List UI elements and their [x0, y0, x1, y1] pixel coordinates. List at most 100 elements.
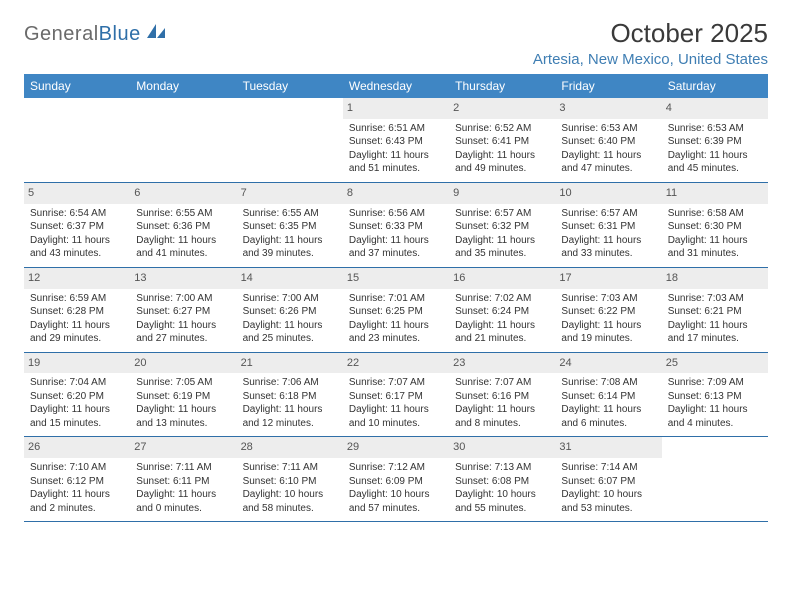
sunset-text: Sunset: 6:33 PM	[349, 220, 443, 234]
sunrise-text: Sunrise: 7:14 AM	[561, 461, 655, 475]
day-number: 23	[449, 353, 555, 374]
sunset-text: Sunset: 6:37 PM	[30, 220, 124, 234]
daylight-text: Daylight: 11 hours and 43 minutes.	[30, 234, 124, 261]
sunrise-text: Sunrise: 6:59 AM	[30, 292, 124, 306]
day-cell: 14Sunrise: 7:00 AMSunset: 6:26 PMDayligh…	[237, 268, 343, 352]
day-number: 6	[130, 183, 236, 204]
sunrise-text: Sunrise: 7:07 AM	[455, 376, 549, 390]
day-number: 15	[343, 268, 449, 289]
day-cell: 30Sunrise: 7:13 AMSunset: 6:08 PMDayligh…	[449, 437, 555, 521]
daylight-text: Daylight: 11 hours and 15 minutes.	[30, 403, 124, 430]
sunrise-text: Sunrise: 6:55 AM	[136, 207, 230, 221]
day-number: 26	[24, 437, 130, 458]
daylight-text: Daylight: 11 hours and 25 minutes.	[243, 319, 337, 346]
empty-cell	[130, 98, 236, 182]
sunrise-text: Sunrise: 7:11 AM	[243, 461, 337, 475]
day-cell: 1Sunrise: 6:51 AMSunset: 6:43 PMDaylight…	[343, 98, 449, 182]
day-number: 28	[237, 437, 343, 458]
week-row: 26Sunrise: 7:10 AMSunset: 6:12 PMDayligh…	[24, 437, 768, 522]
day-number: 16	[449, 268, 555, 289]
day-number: 18	[662, 268, 768, 289]
daylight-text: Daylight: 11 hours and 35 minutes.	[455, 234, 549, 261]
logo-text-general: General	[24, 23, 99, 46]
sunset-text: Sunset: 6:27 PM	[136, 305, 230, 319]
day-number: 5	[24, 183, 130, 204]
sunrise-text: Sunrise: 7:01 AM	[349, 292, 443, 306]
daylight-text: Daylight: 11 hours and 51 minutes.	[349, 149, 443, 176]
sunset-text: Sunset: 6:11 PM	[136, 475, 230, 489]
sunrise-text: Sunrise: 6:57 AM	[561, 207, 655, 221]
daylight-text: Daylight: 11 hours and 27 minutes.	[136, 319, 230, 346]
sunset-text: Sunset: 6:35 PM	[243, 220, 337, 234]
daylight-text: Daylight: 10 hours and 58 minutes.	[243, 488, 337, 515]
day-cell: 27Sunrise: 7:11 AMSunset: 6:11 PMDayligh…	[130, 437, 236, 521]
daylight-text: Daylight: 11 hours and 2 minutes.	[30, 488, 124, 515]
day-cell: 2Sunrise: 6:52 AMSunset: 6:41 PMDaylight…	[449, 98, 555, 182]
day-cell: 26Sunrise: 7:10 AMSunset: 6:12 PMDayligh…	[24, 437, 130, 521]
sunrise-text: Sunrise: 6:52 AM	[455, 122, 549, 136]
daylight-text: Daylight: 11 hours and 0 minutes.	[136, 488, 230, 515]
day-number: 24	[555, 353, 661, 374]
sunrise-text: Sunrise: 7:07 AM	[349, 376, 443, 390]
sunset-text: Sunset: 6:14 PM	[561, 390, 655, 404]
daylight-text: Daylight: 11 hours and 39 minutes.	[243, 234, 337, 261]
sunset-text: Sunset: 6:26 PM	[243, 305, 337, 319]
sunset-text: Sunset: 6:25 PM	[349, 305, 443, 319]
week-row: 5Sunrise: 6:54 AMSunset: 6:37 PMDaylight…	[24, 183, 768, 268]
day-cell: 20Sunrise: 7:05 AMSunset: 6:19 PMDayligh…	[130, 353, 236, 437]
day-number: 25	[662, 353, 768, 374]
day-cell: 22Sunrise: 7:07 AMSunset: 6:17 PMDayligh…	[343, 353, 449, 437]
day-cell: 24Sunrise: 7:08 AMSunset: 6:14 PMDayligh…	[555, 353, 661, 437]
day-number: 9	[449, 183, 555, 204]
sunset-text: Sunset: 6:20 PM	[30, 390, 124, 404]
sunrise-text: Sunrise: 7:05 AM	[136, 376, 230, 390]
month-title: October 2025	[533, 18, 768, 49]
daylight-text: Daylight: 11 hours and 23 minutes.	[349, 319, 443, 346]
daylight-text: Daylight: 11 hours and 13 minutes.	[136, 403, 230, 430]
day-cell: 28Sunrise: 7:11 AMSunset: 6:10 PMDayligh…	[237, 437, 343, 521]
sunset-text: Sunset: 6:19 PM	[136, 390, 230, 404]
day-number: 4	[662, 98, 768, 119]
daylight-text: Daylight: 11 hours and 17 minutes.	[668, 319, 762, 346]
day-number: 10	[555, 183, 661, 204]
sunset-text: Sunset: 6:41 PM	[455, 135, 549, 149]
weekday-header: Wednesday	[343, 74, 449, 98]
daylight-text: Daylight: 10 hours and 55 minutes.	[455, 488, 549, 515]
week-row: 1Sunrise: 6:51 AMSunset: 6:43 PMDaylight…	[24, 98, 768, 183]
sunset-text: Sunset: 6:21 PM	[668, 305, 762, 319]
sunrise-text: Sunrise: 7:02 AM	[455, 292, 549, 306]
daylight-text: Daylight: 10 hours and 57 minutes.	[349, 488, 443, 515]
sunrise-text: Sunrise: 7:03 AM	[561, 292, 655, 306]
sunrise-text: Sunrise: 7:00 AM	[136, 292, 230, 306]
day-number: 3	[555, 98, 661, 119]
daylight-text: Daylight: 11 hours and 49 minutes.	[455, 149, 549, 176]
daylight-text: Daylight: 11 hours and 33 minutes.	[561, 234, 655, 261]
sunset-text: Sunset: 6:18 PM	[243, 390, 337, 404]
day-cell: 23Sunrise: 7:07 AMSunset: 6:16 PMDayligh…	[449, 353, 555, 437]
sunset-text: Sunset: 6:12 PM	[30, 475, 124, 489]
day-cell: 15 Sunrise: 7:01 AMSunset: 6:25 PMDayligh…	[343, 268, 449, 352]
daylight-text: Daylight: 11 hours and 29 minutes.	[30, 319, 124, 346]
sunrise-text: Sunrise: 6:58 AM	[668, 207, 762, 221]
sunrise-text: Sunrise: 6:57 AM	[455, 207, 549, 221]
week-row: 12Sunrise: 6:59 AMSunset: 6:28 PMDayligh…	[24, 268, 768, 353]
day-number: 19	[24, 353, 130, 374]
sunrise-text: Sunrise: 7:09 AM	[668, 376, 762, 390]
day-cell: 9 Sunrise: 6:57 AMSunset: 6:32 PMDaylight…	[449, 183, 555, 267]
sunset-text: Sunset: 6:43 PM	[349, 135, 443, 149]
daylight-text: Daylight: 11 hours and 10 minutes.	[349, 403, 443, 430]
weekday-header: Friday	[555, 74, 661, 98]
day-cell: 11Sunrise: 6:58 AMSunset: 6:30 PMDayligh…	[662, 183, 768, 267]
day-cell: 10Sunrise: 6:57 AMSunset: 6:31 PMDayligh…	[555, 183, 661, 267]
sunset-text: Sunset: 6:24 PM	[455, 305, 549, 319]
day-cell: 13Sunrise: 7:00 AMSunset: 6:27 PMDayligh…	[130, 268, 236, 352]
sunrise-text: Sunrise: 6:53 AM	[561, 122, 655, 136]
sunrise-text: Sunrise: 7:04 AM	[30, 376, 124, 390]
day-cell: 3Sunrise: 6:53 AMSunset: 6:40 PMDaylight…	[555, 98, 661, 182]
day-cell: 16Sunrise: 7:02 AMSunset: 6:24 PMDayligh…	[449, 268, 555, 352]
day-number: 11	[662, 183, 768, 204]
day-number: 1	[343, 98, 449, 119]
calendar-page: GeneralBlue October 2025 Artesia, New Me…	[0, 0, 792, 522]
empty-cell	[237, 98, 343, 182]
sunset-text: Sunset: 6:32 PM	[455, 220, 549, 234]
